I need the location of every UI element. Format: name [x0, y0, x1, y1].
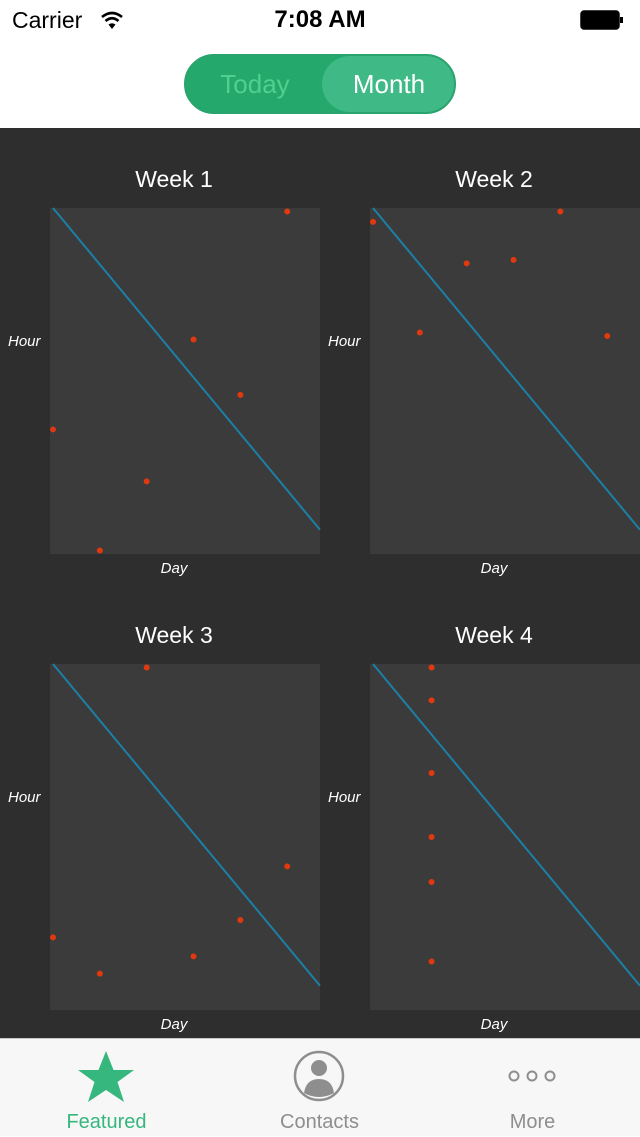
data-point — [510, 256, 517, 263]
chart-panel-week-3: Week 3 Hour Day — [0, 584, 321, 1040]
tab-contacts[interactable]: Contacts — [213, 1039, 426, 1137]
weekly-charts-area: Week 1 Hour Day Week 2 Hour Day Week 3 H… — [0, 128, 640, 1038]
data-point — [50, 426, 56, 433]
tab-more[interactable]: More — [426, 1039, 639, 1137]
trend-line — [372, 207, 640, 531]
chart-title: Week 2 — [455, 166, 533, 192]
trend-line — [52, 207, 321, 531]
clock: 7:08 AM — [274, 6, 366, 33]
data-point — [96, 547, 103, 554]
x-axis-label: Day — [160, 1016, 188, 1033]
data-point — [428, 878, 435, 885]
y-axis-label: Hour — [8, 333, 41, 350]
data-point — [428, 958, 435, 965]
data-point — [190, 953, 197, 960]
more-icon — [508, 1070, 556, 1082]
data-point — [284, 208, 291, 215]
data-point — [237, 391, 244, 398]
plot-area — [370, 207, 640, 554]
data-point — [428, 697, 435, 704]
data-point — [370, 218, 376, 225]
data-point — [428, 769, 435, 776]
contact-icon — [293, 1050, 345, 1102]
chart-panel-week-2: Week 2 Hour Day — [320, 128, 640, 584]
plot-area — [50, 207, 321, 554]
data-point — [284, 863, 291, 870]
scatter-plot-week-1 — [50, 207, 321, 554]
battery-icon — [580, 10, 623, 30]
chart-panel-week-4: Week 4 Hour Day — [320, 584, 640, 1040]
range-segmented-control[interactable]: Today Month — [184, 54, 456, 114]
y-axis-label: Hour — [328, 789, 361, 806]
data-point — [143, 478, 150, 485]
data-point — [416, 329, 423, 336]
data-point — [428, 664, 435, 671]
tab-more-label: More — [509, 1111, 556, 1133]
plot-area — [50, 663, 321, 1010]
wifi-icon — [101, 11, 123, 29]
tab-bar: Featured Contacts More — [0, 1038, 640, 1136]
segment-month[interactable]: Month — [322, 56, 454, 112]
data-point — [50, 934, 56, 941]
segment-today[interactable]: Today — [220, 69, 290, 99]
x-axis-label: Day — [160, 560, 188, 577]
scatter-plot-week-2 — [370, 207, 640, 531]
y-axis-label: Hour — [328, 333, 361, 350]
star-icon — [78, 1051, 134, 1102]
scatter-plot-week-3 — [50, 663, 321, 987]
chart-title: Week 3 — [135, 622, 213, 648]
data-point — [237, 917, 244, 924]
tab-featured[interactable]: Featured — [0, 1039, 213, 1137]
carrier-label: Carrier — [12, 7, 83, 33]
x-axis-label: Day — [480, 560, 508, 577]
data-point — [143, 664, 150, 671]
data-point — [190, 336, 197, 343]
status-bar: Carrier 7:08 AM — [0, 0, 640, 40]
chart-title: Week 4 — [455, 622, 533, 648]
x-axis-label: Day — [480, 1016, 508, 1033]
chart-title: Week 1 — [135, 166, 213, 192]
tab-contacts-label: Contacts — [280, 1111, 359, 1133]
trend-line — [52, 663, 321, 987]
tab-featured-label: Featured — [66, 1111, 147, 1133]
chart-panel-week-1: Week 1 Hour Day — [0, 128, 321, 584]
data-point — [96, 970, 103, 977]
trend-line — [372, 663, 640, 987]
plot-area — [370, 663, 640, 1010]
data-point — [428, 834, 435, 840]
y-axis-label: Hour — [8, 789, 41, 806]
data-point — [557, 208, 564, 215]
scatter-plot-week-4 — [372, 663, 640, 987]
data-point — [604, 333, 611, 340]
data-point — [463, 260, 470, 267]
